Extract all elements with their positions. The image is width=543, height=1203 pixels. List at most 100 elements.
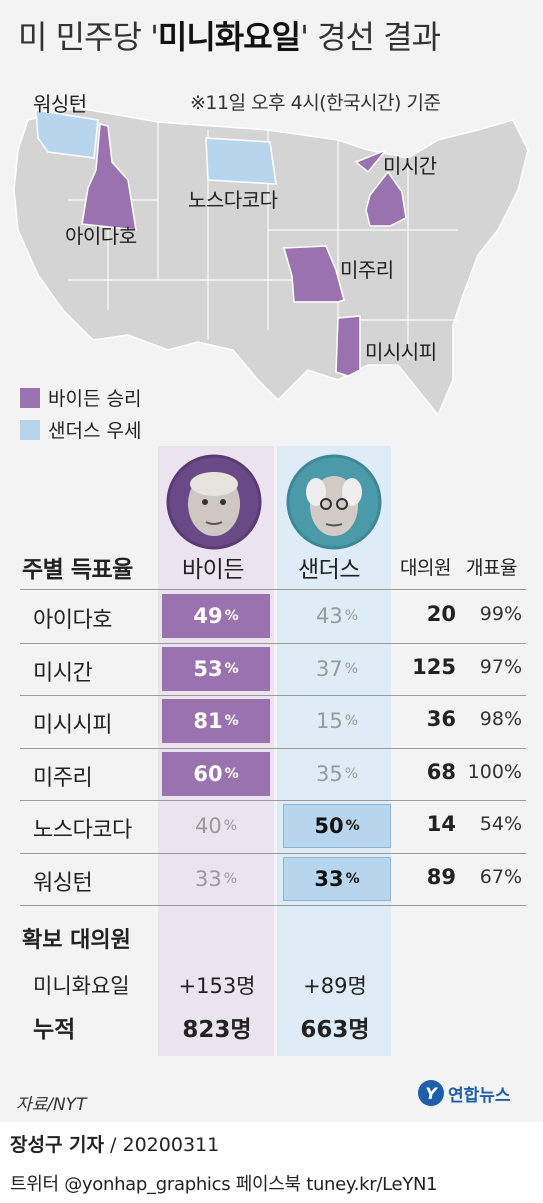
legend-label-sanders: 샌더스 우세	[48, 420, 142, 442]
map-label-michigan: 미시간	[383, 154, 437, 178]
biden-portrait	[166, 454, 262, 550]
header-delegates: 대의원	[400, 557, 451, 579]
sanders-pct-value: 50	[314, 814, 344, 839]
cumulative-label: 누적	[33, 1017, 76, 1043]
pct-unit: %	[344, 765, 359, 782]
delegates-value: 89	[426, 864, 456, 889]
title-bold: 미니화요일	[157, 18, 301, 56]
delegates-value: 14	[426, 812, 456, 837]
row-separator	[20, 905, 526, 906]
pct-unit: %	[345, 818, 360, 835]
biden-pct-value: 33	[194, 866, 222, 891]
state-label: 노스다코다	[33, 818, 132, 844]
header-biden: 바이든	[182, 557, 244, 583]
biden-pct-bar: 60%	[162, 751, 270, 796]
counted-value: 100%	[467, 760, 522, 783]
pct-unit: %	[344, 713, 359, 730]
legend-swatch-biden	[20, 387, 40, 408]
row-separator	[20, 642, 526, 644]
reporter-name: 장성구 기자	[10, 1134, 105, 1156]
biden-pct-value: 60	[193, 761, 223, 786]
delegates-value: 68	[426, 759, 456, 784]
counted-value: 54%	[479, 813, 522, 836]
state-label: 워싱턴	[33, 870, 93, 896]
legend-sanders: 샌더스 우세	[20, 416, 141, 443]
sanders-pct-bar: 43%	[283, 594, 391, 638]
delegates-value: 125	[412, 654, 456, 679]
legend-swatch-sanders	[20, 419, 40, 440]
biden-pct-bar: 49%	[162, 594, 270, 639]
row-separator	[20, 800, 526, 801]
counted-value: 99%	[479, 603, 522, 626]
state-label: 아이다호	[33, 608, 112, 634]
sanders-pct-value: 37	[315, 656, 343, 681]
credit-date: / 20200311	[104, 1134, 220, 1156]
header-sanders: 샌더스	[298, 557, 360, 583]
state-label: 미시시피	[33, 713, 112, 739]
pct-unit: %	[224, 765, 239, 782]
base-time-note: ※11일 오후 4시(한국시간) 기준	[190, 92, 441, 114]
biden-pct-value: 49	[193, 604, 223, 629]
logo-text: 연합뉴스	[448, 1085, 511, 1106]
state-washington	[35, 109, 99, 159]
state-north-dakota	[205, 137, 277, 185]
delegates-value: 36	[426, 707, 456, 732]
us-mainland	[13, 107, 529, 417]
state-mississippi	[335, 315, 361, 377]
pct-unit: %	[224, 713, 239, 730]
state-missouri	[283, 245, 345, 303]
secured-title: 확보 대의원	[22, 928, 131, 953]
biden-pct-bar: 33%	[162, 857, 270, 901]
title-prefix: 미 민주당 '	[18, 18, 159, 56]
state-michigan	[354, 149, 407, 227]
biden-mini-delegates: +153명	[178, 974, 256, 998]
pct-unit: %	[344, 608, 359, 625]
us-map	[13, 107, 529, 417]
delegates-value: 20	[426, 602, 456, 627]
row-separator	[20, 695, 526, 696]
legend-biden: 바이든 승리	[20, 384, 141, 411]
biden-total-delegates: 823명	[182, 1017, 252, 1043]
state-label: 미시간	[33, 660, 93, 686]
pct-unit: %	[224, 660, 239, 677]
state-label: 미주리	[33, 765, 93, 791]
map-label-idaho: 아이다호	[65, 224, 137, 248]
sanders-pct-value: 43	[315, 604, 343, 629]
sanders-pct-bar: 37%	[283, 647, 391, 691]
sanders-pct-bar: 33%	[283, 856, 391, 901]
map-label-mississippi: 미시시피	[365, 340, 437, 364]
header-counted: 개표율	[466, 557, 517, 579]
sanders-pct-value: 35	[315, 761, 343, 786]
pct-unit: %	[345, 870, 360, 887]
pct-unit: %	[344, 660, 359, 677]
counted-value: 67%	[479, 865, 522, 888]
biden-pct-bar: 40%	[162, 804, 270, 848]
map-label-north-dakota: 노스다코다	[188, 188, 278, 212]
sanders-pct-bar: 35%	[283, 752, 391, 796]
sanders-pct-bar: 15%	[283, 699, 391, 743]
map-label-missouri: 미주리	[340, 258, 394, 282]
legend-label-biden: 바이든 승리	[48, 388, 142, 410]
pct-unit: %	[223, 870, 238, 887]
biden-pct-value: 53	[193, 656, 223, 681]
biden-pct-bar: 81%	[162, 699, 270, 744]
title-suffix: ' 경선 결과	[300, 18, 441, 56]
social-credit: 트위터 @yonhap_graphics 페이스북 tuney.kr/LeYN1	[10, 1174, 438, 1195]
mini-tuesday-label: 미니화요일	[33, 974, 130, 998]
sanders-pct-bar: 50%	[283, 804, 391, 849]
row-separator	[20, 852, 526, 854]
sanders-pct-value: 15	[315, 709, 343, 734]
sanders-total-delegates: 663명	[300, 1017, 370, 1043]
source-note: 자료/NYT	[16, 1095, 87, 1115]
logo-mark-icon: Y	[418, 1080, 444, 1106]
counted-value: 97%	[479, 655, 522, 678]
row-separator	[20, 589, 526, 590]
sanders-portrait	[286, 454, 382, 550]
yonhap-logo: Y 연합뉴스	[418, 1080, 511, 1106]
table-row-title: 주별 득표율	[22, 557, 133, 583]
reporter-credit: 장성구 기자 / 20200311	[10, 1130, 219, 1157]
sanders-pct-value: 33	[314, 866, 344, 891]
biden-pct-bar: 53%	[162, 646, 270, 691]
biden-pct-value: 81	[193, 709, 223, 734]
